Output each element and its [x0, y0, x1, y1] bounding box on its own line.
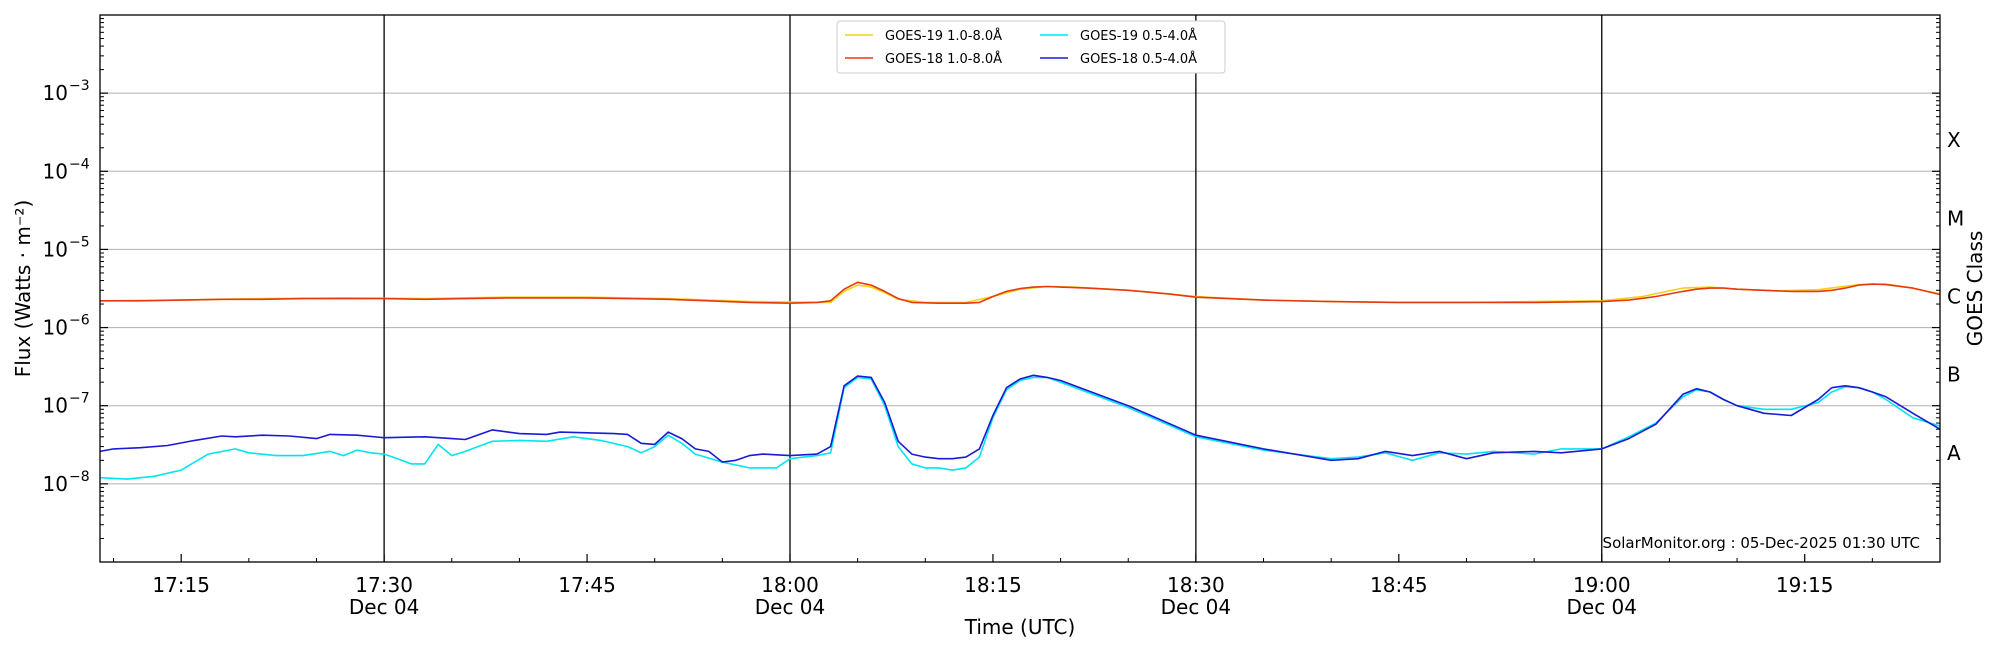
- y-tick-exponent: −3: [69, 78, 90, 94]
- series-line: [99, 374, 1941, 463]
- x-tick-label: 17:15: [152, 573, 210, 597]
- goes-class-label: A: [1947, 441, 1961, 465]
- y-tick-exponent: −6: [69, 313, 90, 329]
- y-tick-label: 10: [43, 316, 68, 340]
- legend-label: GOES-19 0.5-4.0Å: [1080, 28, 1197, 44]
- series-line: [99, 376, 1941, 480]
- y-tick-exponent: −5: [69, 234, 90, 250]
- goes-class-label: M: [1947, 206, 1964, 230]
- y-tick-label: 10: [43, 472, 68, 496]
- x-tick-label: 19:00: [1573, 573, 1631, 597]
- legend-box: [836, 20, 1226, 74]
- y-tick-label: 10: [43, 237, 68, 261]
- y-axis-title: Flux (Watts · m⁻²): [11, 200, 35, 378]
- x-tick-date-label: Dec 04: [1567, 595, 1638, 619]
- x-tick-label: 19:15: [1776, 573, 1834, 597]
- y2-axis-title: GOES Class: [1963, 231, 1987, 347]
- credit-text: SolarMonitor.org : 05-Dec-2025 01:30 UTC: [1603, 534, 1920, 552]
- x-tick-label: 18:00: [761, 573, 819, 597]
- y-tick-label: 10: [43, 394, 68, 418]
- plot-frame: [99, 14, 1941, 563]
- data-series: [99, 281, 1941, 480]
- legend-label: GOES-18 1.0-8.0Å: [885, 51, 1002, 67]
- x-tick-label: 18:30: [1167, 573, 1225, 597]
- y-tick-exponent: −8: [69, 469, 90, 485]
- x-tick-label: 18:15: [964, 573, 1022, 597]
- y-axis-ticks: 10−810−710−610−510−410−3: [43, 18, 1940, 539]
- goes-class-label: X: [1947, 128, 1961, 152]
- x-tick-date-label: Dec 04: [349, 595, 420, 619]
- day-boundary-lines: [383, 15, 1603, 562]
- grid-lines: [100, 92, 1940, 485]
- y-tick-label: 10: [43, 159, 68, 183]
- goes-class-label: C: [1947, 284, 1961, 308]
- legend: GOES-19 1.0-8.0Å GOES-18 1.0-8.0Å GOES-19 …: [836, 20, 1226, 74]
- y-tick-label: 10: [43, 81, 68, 105]
- x-tick-label: 17:30: [355, 573, 413, 597]
- goes-class-label: B: [1947, 363, 1961, 387]
- y-tick-exponent: −7: [69, 391, 90, 407]
- goes-class-labels: A B C M X: [1947, 128, 1964, 465]
- x-tick-label: 17:45: [558, 573, 616, 597]
- legend-label: GOES-18 0.5-4.0Å: [1080, 51, 1197, 67]
- x-tick-date-label: Dec 04: [755, 595, 826, 619]
- legend-label: GOES-19 1.0-8.0Å: [885, 28, 1002, 44]
- x-axis-title: Time (UTC): [964, 615, 1076, 639]
- x-tick-date-label: Dec 04: [1161, 595, 1232, 619]
- x-tick-label: 18:45: [1370, 573, 1428, 597]
- y-tick-exponent: −4: [69, 156, 90, 172]
- series-line: [100, 281, 1941, 305]
